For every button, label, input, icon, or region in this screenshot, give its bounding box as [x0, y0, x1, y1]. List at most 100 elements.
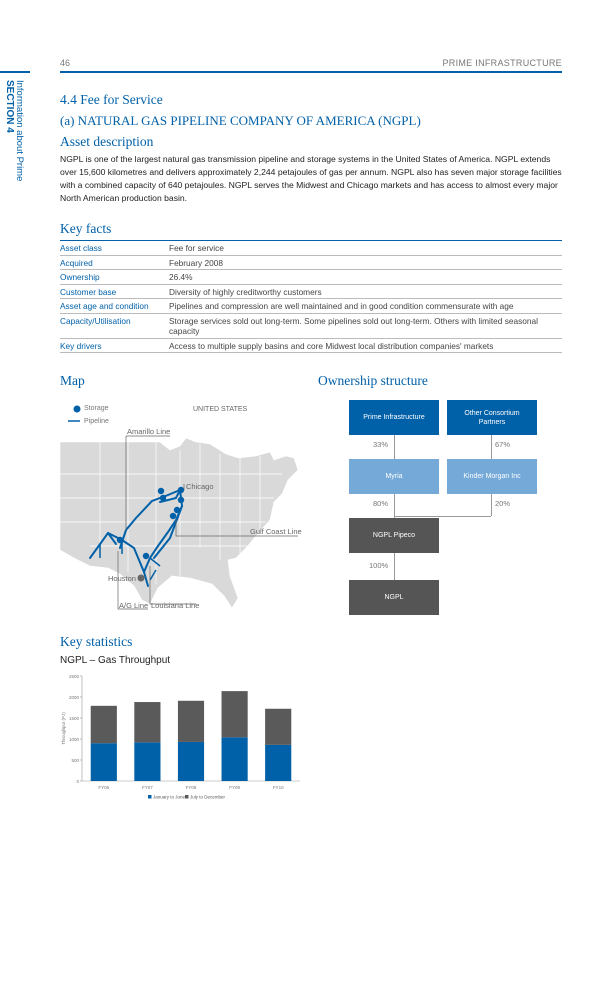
key-facts-table: Asset class Fee for service Acquired Febru…	[60, 240, 562, 353]
side-info-label: Information about Prime	[14, 80, 25, 182]
kinder-pct: 20%	[495, 499, 511, 508]
map-heading: Map	[60, 373, 85, 388]
section-subheading: (a) NATURAL GAS PIPELINE COMPANY OF AMER…	[60, 113, 421, 128]
consortium-partners-box: Other Consortium Partners	[447, 400, 537, 435]
storage-icon	[116, 536, 124, 544]
fact-label: Asset class	[60, 243, 102, 253]
fact-label: Key drivers	[60, 340, 102, 351]
bar-jul-dec	[90, 705, 117, 744]
fact-value: Fee for service	[169, 243, 224, 253]
y-tick-label: 500	[71, 758, 79, 763]
callout-lines	[117, 435, 298, 610]
ngpl-pipeco-box: NGPL Pipeco	[349, 518, 439, 553]
fact-label: Acquired	[60, 257, 93, 268]
storage-legend-icon	[73, 405, 81, 413]
map-country-label: UNITED STATES	[193, 406, 248, 413]
x-tick-label: FY10	[273, 785, 284, 790]
map-graphic	[59, 405, 299, 610]
bar-jan-jun	[265, 744, 292, 781]
bar-jul-dec	[177, 700, 205, 742]
fact-value: February 2008	[169, 257, 223, 268]
kinder-morgan-box: Kinder Morgan Inc	[447, 459, 537, 494]
legend-label-jul-dec: July to December	[190, 795, 226, 800]
houston-marker	[137, 574, 145, 582]
fact-value: Pipelines and compression are well maint…	[169, 301, 514, 311]
consortium-pct: 67%	[495, 440, 511, 449]
chart-svg: 0 500 1000 1500 2000 2500 Throughput (PJ) FY06 F…	[61, 674, 300, 800]
legend-label-jan-jun: January to June	[153, 795, 186, 800]
asset-heading: Asset description	[60, 134, 154, 149]
fact-value: Storage services sold out long-term. Som…	[169, 315, 538, 337]
myria-box: Myria	[349, 459, 439, 494]
storage-icon	[177, 486, 185, 494]
gulf-coast-line-label: Gulf Coast Line	[250, 527, 302, 536]
chicago-label: Chicago	[186, 482, 214, 491]
side-tab-rule	[0, 71, 30, 73]
us-landmass	[59, 437, 299, 609]
myria-pct: 80%	[373, 499, 389, 508]
key-statistics-heading: Key statistics	[60, 634, 133, 649]
bar-jan-jun	[221, 737, 248, 781]
legend-storage-label: Storage	[84, 405, 109, 412]
storage-icon	[159, 494, 167, 502]
connector-line	[394, 516, 491, 517]
bar-jul-dec	[134, 702, 161, 743]
storage-icon	[173, 506, 181, 514]
fact-value: 26.4%	[169, 272, 193, 282]
asset-description: NGPL is one of the largest natural gas t…	[60, 154, 562, 203]
table-row: Asset class Fee for service	[60, 240, 562, 255]
storage-icon	[157, 487, 165, 495]
louisiana-line-label: Louisiana Line	[151, 601, 200, 610]
legend-swatch-jul-dec	[185, 795, 189, 799]
storage-icon	[169, 512, 177, 520]
connector-line	[394, 496, 395, 518]
y-tick-label: 0	[76, 779, 79, 784]
pipeco-pct: 100%	[369, 561, 389, 570]
storage-icon	[142, 552, 150, 560]
legend-pipeline-label: Pipeline	[84, 418, 109, 425]
running-head: PRIME INFRASTRUCTURE	[442, 58, 562, 68]
table-row: Asset age and condition Pipelines and com…	[60, 299, 562, 313]
connector-line	[491, 435, 492, 459]
pipeline-map: Storage Pipeline UNITED STATES Amarillo …	[59, 398, 310, 618]
x-tick-label: FY09	[229, 785, 240, 790]
amarillo-line-label: Amarillo Line	[127, 427, 171, 436]
y-tick-label: 1500	[69, 716, 80, 721]
table-row: Capacity/Utilisation Storage services sol…	[60, 313, 562, 338]
fact-label: Capacity/Utilisation	[60, 315, 131, 326]
fact-label: Ownership	[60, 272, 100, 282]
bar-jan-jun	[90, 743, 117, 781]
connector-line	[491, 494, 492, 516]
storage-points	[116, 486, 185, 560]
ownership-heading: Ownership structure	[318, 373, 428, 388]
storage-icon	[177, 496, 185, 504]
table-row: Acquired February 2008	[60, 255, 562, 270]
table-row: Ownership 26.4%	[60, 270, 562, 284]
fact-label: Asset age and condition	[60, 301, 149, 311]
throughput-chart: 0 500 1000 1500 2000 2500 Throughput (PJ) FY06 F…	[60, 670, 310, 805]
ngpl-box: NGPL	[349, 580, 439, 615]
houston-label: Houston	[108, 574, 136, 583]
side-tab: SECTION 4 Information about Prime	[3, 80, 27, 210]
x-tick-label: FY08	[186, 785, 197, 790]
bar-jul-dec	[221, 691, 248, 738]
connector-line	[394, 550, 395, 580]
bar-jan-jun	[134, 742, 161, 781]
bar-jul-dec	[265, 708, 292, 745]
fact-value: Access to multiple supply basins and cor…	[169, 340, 494, 351]
y-axis-label: Throughput (PJ)	[61, 712, 66, 745]
legend-swatch-jan-jun	[148, 795, 152, 799]
key-facts-heading: Key facts	[60, 221, 112, 236]
x-tick-label: FY07	[142, 785, 153, 790]
fact-label: Customer base	[60, 286, 117, 297]
y-tick-label: 2000	[69, 695, 80, 700]
fact-value: Diversity of highly creditworthy custome…	[169, 286, 322, 297]
ag-line-label: A/G Line	[119, 601, 149, 610]
prime-pct: 33%	[373, 440, 389, 449]
ownership-diagram: Prime Infrastructure Other Consortium Pa…	[349, 400, 539, 620]
y-tick-label: 1000	[69, 737, 80, 742]
table-row: Key drivers Access to multiple supply bas…	[60, 338, 562, 353]
header-rule	[60, 71, 562, 73]
chart-title: NGPL – Gas Throughput	[60, 655, 171, 666]
x-tick-label: FY06	[98, 785, 109, 790]
